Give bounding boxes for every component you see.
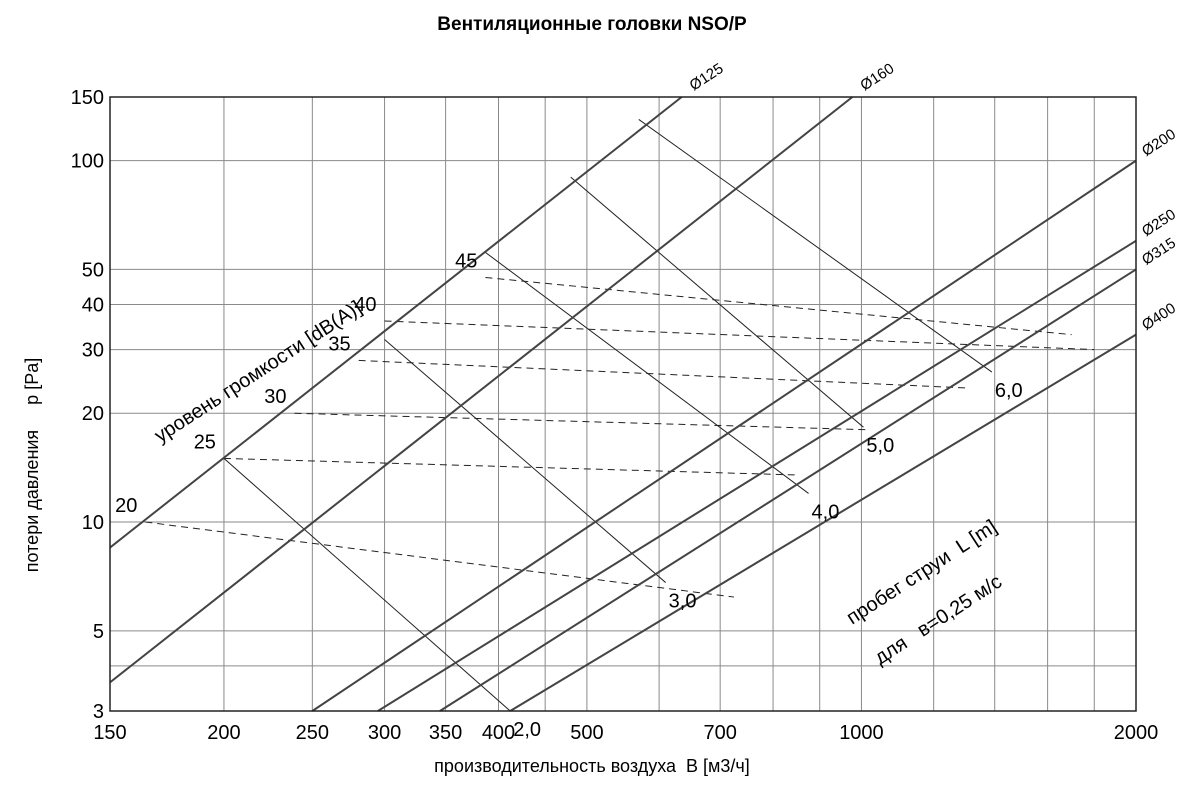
- y-tick-20: 20: [82, 403, 104, 425]
- throw-line-6-0: [638, 119, 993, 373]
- noise-level-lines: [145, 276, 1095, 598]
- throw-line-3-0: [384, 339, 666, 583]
- noise-label-20: 20: [115, 495, 137, 517]
- noise-label-40: 40: [354, 294, 376, 316]
- series-label-d200: Ø200: [1139, 126, 1179, 160]
- y-tick-5: 5: [93, 621, 104, 643]
- series-line-d250: [377, 239, 1137, 712]
- noise-line-20: [145, 521, 735, 598]
- x-tick-300: 300: [368, 722, 401, 744]
- x-tick-400: 400: [482, 722, 515, 744]
- noise-line-25: [223, 457, 795, 476]
- noise-line-30: [294, 412, 870, 431]
- throw-line-5-0: [570, 176, 864, 428]
- noise-label-30: 30: [264, 386, 286, 408]
- throw-label-3-0: 3,0: [669, 591, 697, 613]
- series-label-d125: Ø125: [687, 60, 727, 94]
- noise-label-45: 45: [455, 250, 477, 272]
- series-line-d125: [109, 96, 683, 549]
- noise-label-35: 35: [328, 333, 350, 355]
- y-tick-50: 50: [82, 259, 104, 281]
- series-line-d200: [311, 159, 1137, 712]
- series-label-d250: Ø250: [1139, 206, 1179, 240]
- throw-label-6-0: 6,0: [995, 380, 1023, 402]
- y-tick-100: 100: [71, 151, 104, 173]
- throw-lines: [223, 119, 993, 712]
- x-tick-250: 250: [296, 722, 329, 744]
- x-tick-500: 500: [570, 722, 603, 744]
- series-line-d400: [509, 333, 1137, 712]
- noise-label-25: 25: [194, 431, 216, 453]
- x-tick-700: 700: [703, 722, 736, 744]
- y-tick-labels: 3 5 10 20 30 40 50 100 150: [71, 87, 104, 723]
- series-lines: [109, 96, 1137, 712]
- noise-line-40: [384, 320, 1095, 351]
- x-tick-2000: 2000: [1114, 722, 1159, 744]
- x-tick-200: 200: [207, 722, 240, 744]
- throw-line-4-0: [484, 251, 809, 494]
- noise-line-35: [358, 359, 966, 389]
- y-tick-10: 10: [82, 512, 104, 534]
- y-tick-40: 40: [82, 294, 104, 316]
- noise-line-45: [485, 276, 1072, 336]
- y-tick-150: 150: [71, 87, 104, 109]
- series-line-d160: [109, 96, 853, 684]
- throw-label-5-0: 5,0: [866, 435, 894, 457]
- throw-label-2-0: 2,0: [513, 719, 541, 741]
- throw-line-2-0: [223, 458, 511, 712]
- chart-title: Вентиляционные головки NSO/P: [437, 14, 747, 35]
- x-tick-labels: 150 200 250 300 350 400 500 700 1000 2000: [93, 722, 1158, 744]
- y-axis-label: потери давления p [Pa]: [22, 358, 42, 572]
- series-label-d160: Ø160: [857, 60, 897, 94]
- series-label-d400: Ø400: [1139, 300, 1179, 334]
- y-tick-30: 30: [82, 340, 104, 362]
- plot-frame: [109, 96, 1137, 712]
- throw-axis-label: пробег струи L [m]: [843, 516, 1001, 629]
- x-tick-150: 150: [93, 722, 126, 744]
- x-tick-350: 350: [429, 722, 462, 744]
- y-tick-3: 3: [93, 701, 104, 723]
- x-tick-1000: 1000: [839, 722, 884, 744]
- throw-label-4-0: 4,0: [812, 501, 840, 523]
- series-line-d315: [439, 268, 1137, 712]
- x-axis-label: производительность воздуха В [м3/ч]: [434, 756, 750, 776]
- series-label-d315: Ø315: [1139, 235, 1179, 269]
